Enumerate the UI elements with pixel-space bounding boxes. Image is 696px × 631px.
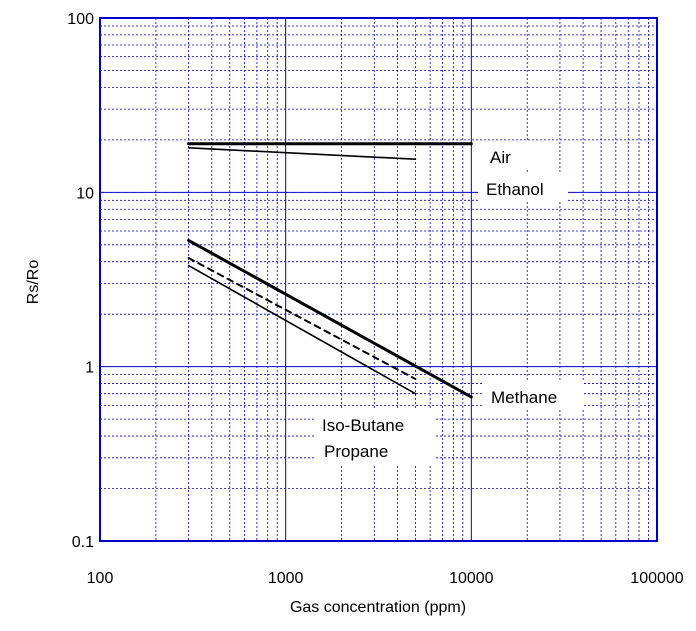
y-axis-label: Rs/Ro [25,260,42,305]
major-grid [100,18,657,541]
label-box [478,142,548,170]
series-line-methane [187,238,473,399]
series-label-air: Air [490,148,511,167]
series-label-propane: Propane [324,442,388,461]
label-box [478,174,568,202]
series-line-ethanol [187,147,417,160]
y-tick-label: 10 [76,185,94,202]
series-labels: Air Ethanol Methane Iso-Butane Propane [316,142,584,466]
label-box [484,382,584,410]
series-label-methane: Methane [491,388,557,407]
series-line-propane [187,264,417,395]
series-label-iso-butane: Iso-Butane [322,416,404,435]
series-line-iso-butane [187,257,417,380]
x-axis-label: Gas concentration (ppm) [290,599,466,616]
series-layer [187,142,473,399]
x-tick-label: 10000 [449,570,494,587]
series-label-ethanol: Ethanol [486,180,544,199]
y-tick-label: 100 [67,11,94,28]
x-tick-labels: 100 1000 10000 100000 [87,570,684,587]
x-tick-label: 1000 [268,570,304,587]
label-box [316,410,434,466]
y-tick-label: 0.1 [72,534,94,551]
plot-frame [99,17,658,542]
x-tick-label: 100000 [630,570,683,587]
y-tick-label: 1 [85,360,94,377]
y-tick-labels: 0.1 1 10 100 [67,11,94,551]
x-tick-label: 100 [87,570,114,587]
